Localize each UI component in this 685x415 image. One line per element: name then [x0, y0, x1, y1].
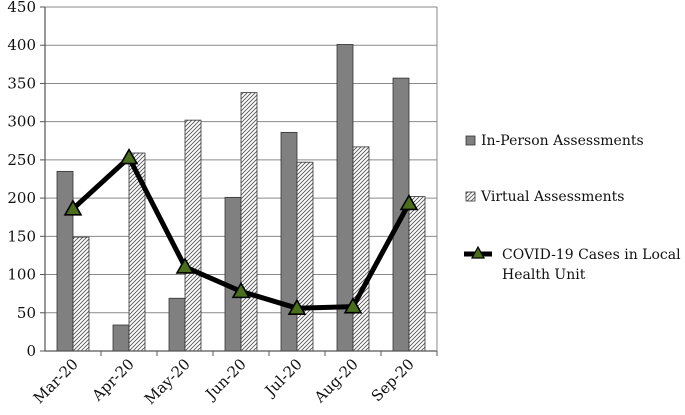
y-tick-label: 400: [7, 36, 36, 54]
bar-virtual: [408, 196, 426, 352]
x-tick-label: Aug-20: [310, 355, 362, 407]
cases-point-marker: [399, 193, 419, 211]
y-tick-label: 200: [7, 189, 36, 207]
cases-line: [63, 147, 419, 315]
bar-virtual: [72, 236, 90, 352]
cases-point-marker: [287, 298, 307, 315]
x-tick-label: Apr-20: [88, 355, 138, 405]
bar-virtual: [296, 161, 314, 352]
cases-point-marker: [231, 281, 251, 299]
bar-in-person: [168, 297, 186, 352]
x-tick-label: Jun-20: [201, 355, 250, 404]
y-axis-tick-labels: 0 50 100 150 200 250 300 350 400 450: [7, 0, 36, 360]
legend-swatch-in-person: [465, 135, 476, 146]
legend-label-cases: COVID-19 Cases in Local Health Unit: [502, 247, 681, 283]
bar-in-person: [112, 324, 130, 352]
cases-point-marker: [343, 297, 363, 314]
bar-in-person: [280, 131, 298, 352]
bar-virtual: [240, 92, 258, 352]
bar-in-person: [56, 170, 74, 352]
x-axis-tick-labels: Mar-20 Apr-20 May-20 Jun-20 Jul-20 Aug-20 Sep-…: [30, 355, 418, 408]
cases-point-marker: [63, 199, 83, 216]
axes: [40, 6, 438, 356]
bar-in-person: [224, 196, 242, 352]
y-tick-label: 250: [7, 151, 36, 169]
y-tick-label: 50: [17, 304, 36, 322]
legend: In-Person Assessments Virtual Assessments…: [464, 133, 681, 283]
x-tick-label: Mar-20: [30, 355, 82, 407]
cases-point-marker: [175, 257, 195, 274]
x-tick-label: Jul-20: [260, 355, 306, 401]
legend-label-in-person: In-Person Assessments: [481, 133, 644, 149]
legend-label-virtual: Virtual Assessments: [480, 189, 624, 205]
y-tick-label: 100: [7, 266, 36, 284]
y-tick-label: 0: [26, 342, 36, 360]
legend-swatch-virtual: [465, 191, 476, 202]
y-tick-label: 450: [7, 0, 36, 16]
x-tick-label: May-20: [141, 355, 194, 408]
legend-swatch-marker: [470, 245, 486, 259]
y-tick-label: 150: [7, 227, 36, 245]
bar-virtual: [184, 119, 202, 352]
bars: [56, 44, 426, 352]
bar-virtual: [352, 146, 370, 352]
x-tick-label: Sep-20: [368, 355, 418, 405]
y-tick-label: 300: [7, 113, 36, 131]
y-tick-label: 350: [7, 74, 36, 92]
cases-point-marker: [119, 147, 139, 165]
